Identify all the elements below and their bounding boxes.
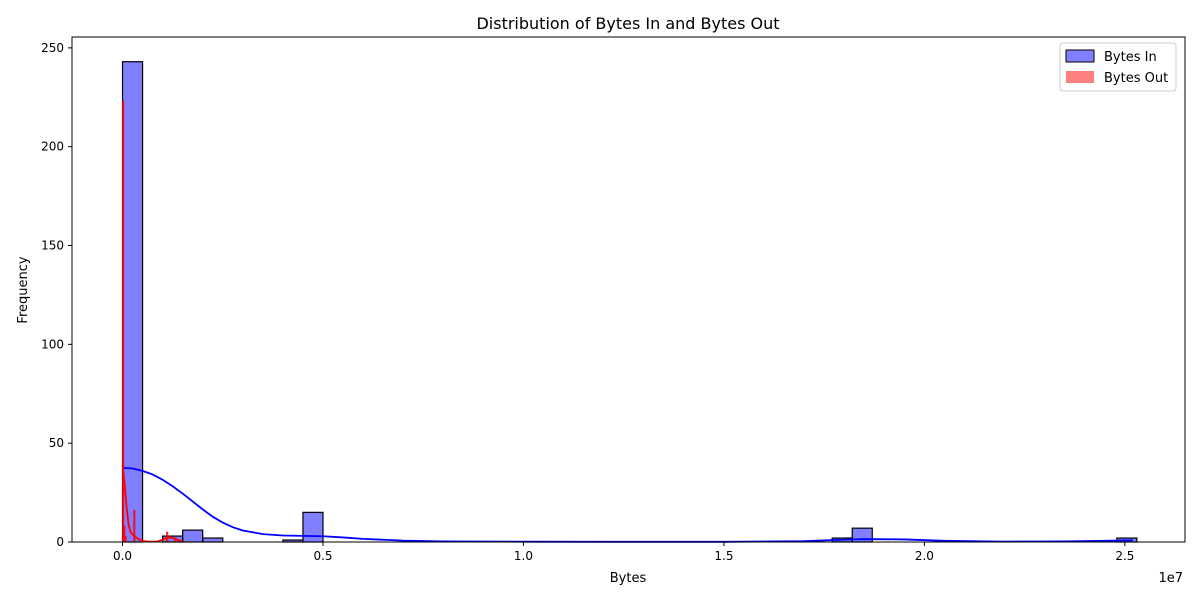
bytes-out-bar-2: [124, 535, 127, 543]
y-tick-label: 100: [41, 337, 64, 351]
x-axis-offset-label: 1e7: [1158, 571, 1183, 586]
plot-frame: [71, 36, 1186, 543]
y-tick-label: 0: [56, 535, 64, 549]
x-axis-label: Bytes: [610, 571, 647, 586]
legend: Bytes In Bytes Out: [1059, 42, 1177, 92]
y-axis-ticks: 0 50 100 150 200 250: [41, 41, 72, 549]
y-tick-label: 200: [41, 140, 64, 154]
chart-title: Distribution of Bytes In and Bytes Out: [476, 14, 779, 33]
x-axis-ticks: 0.0 0.5 1.0 1.5 2.0 2.5: [113, 542, 1134, 563]
y-tick-label: 150: [41, 239, 64, 253]
legend-swatch-bytes-out: [1066, 71, 1094, 83]
x-tick-label: 1.5: [714, 549, 733, 563]
x-tick-label: 2.0: [915, 549, 934, 563]
bytes-in-bar-2: [182, 529, 204, 543]
bytes-out-kde-line: [121, 464, 183, 543]
bytes-in-bars: [121, 61, 1138, 543]
x-tick-label: 0.0: [113, 549, 132, 563]
y-tick-label: 250: [41, 41, 64, 55]
y-axis-label: Frequency: [16, 256, 31, 323]
legend-label-bytes-in: Bytes In: [1104, 50, 1157, 65]
x-tick-label: 2.5: [1115, 549, 1134, 563]
x-tick-label: 1.0: [514, 549, 533, 563]
bytes-in-kde-line: [122, 466, 1133, 543]
x-tick-label: 0.5: [313, 549, 332, 563]
legend-label-bytes-out: Bytes Out: [1104, 71, 1168, 86]
legend-swatch-bytes-in: [1065, 49, 1095, 63]
plot-area: [121, 61, 1138, 543]
bytes-in-bar-5: [302, 511, 324, 543]
y-tick-label: 50: [49, 436, 64, 450]
bytes-in-bar-3: [202, 537, 224, 543]
